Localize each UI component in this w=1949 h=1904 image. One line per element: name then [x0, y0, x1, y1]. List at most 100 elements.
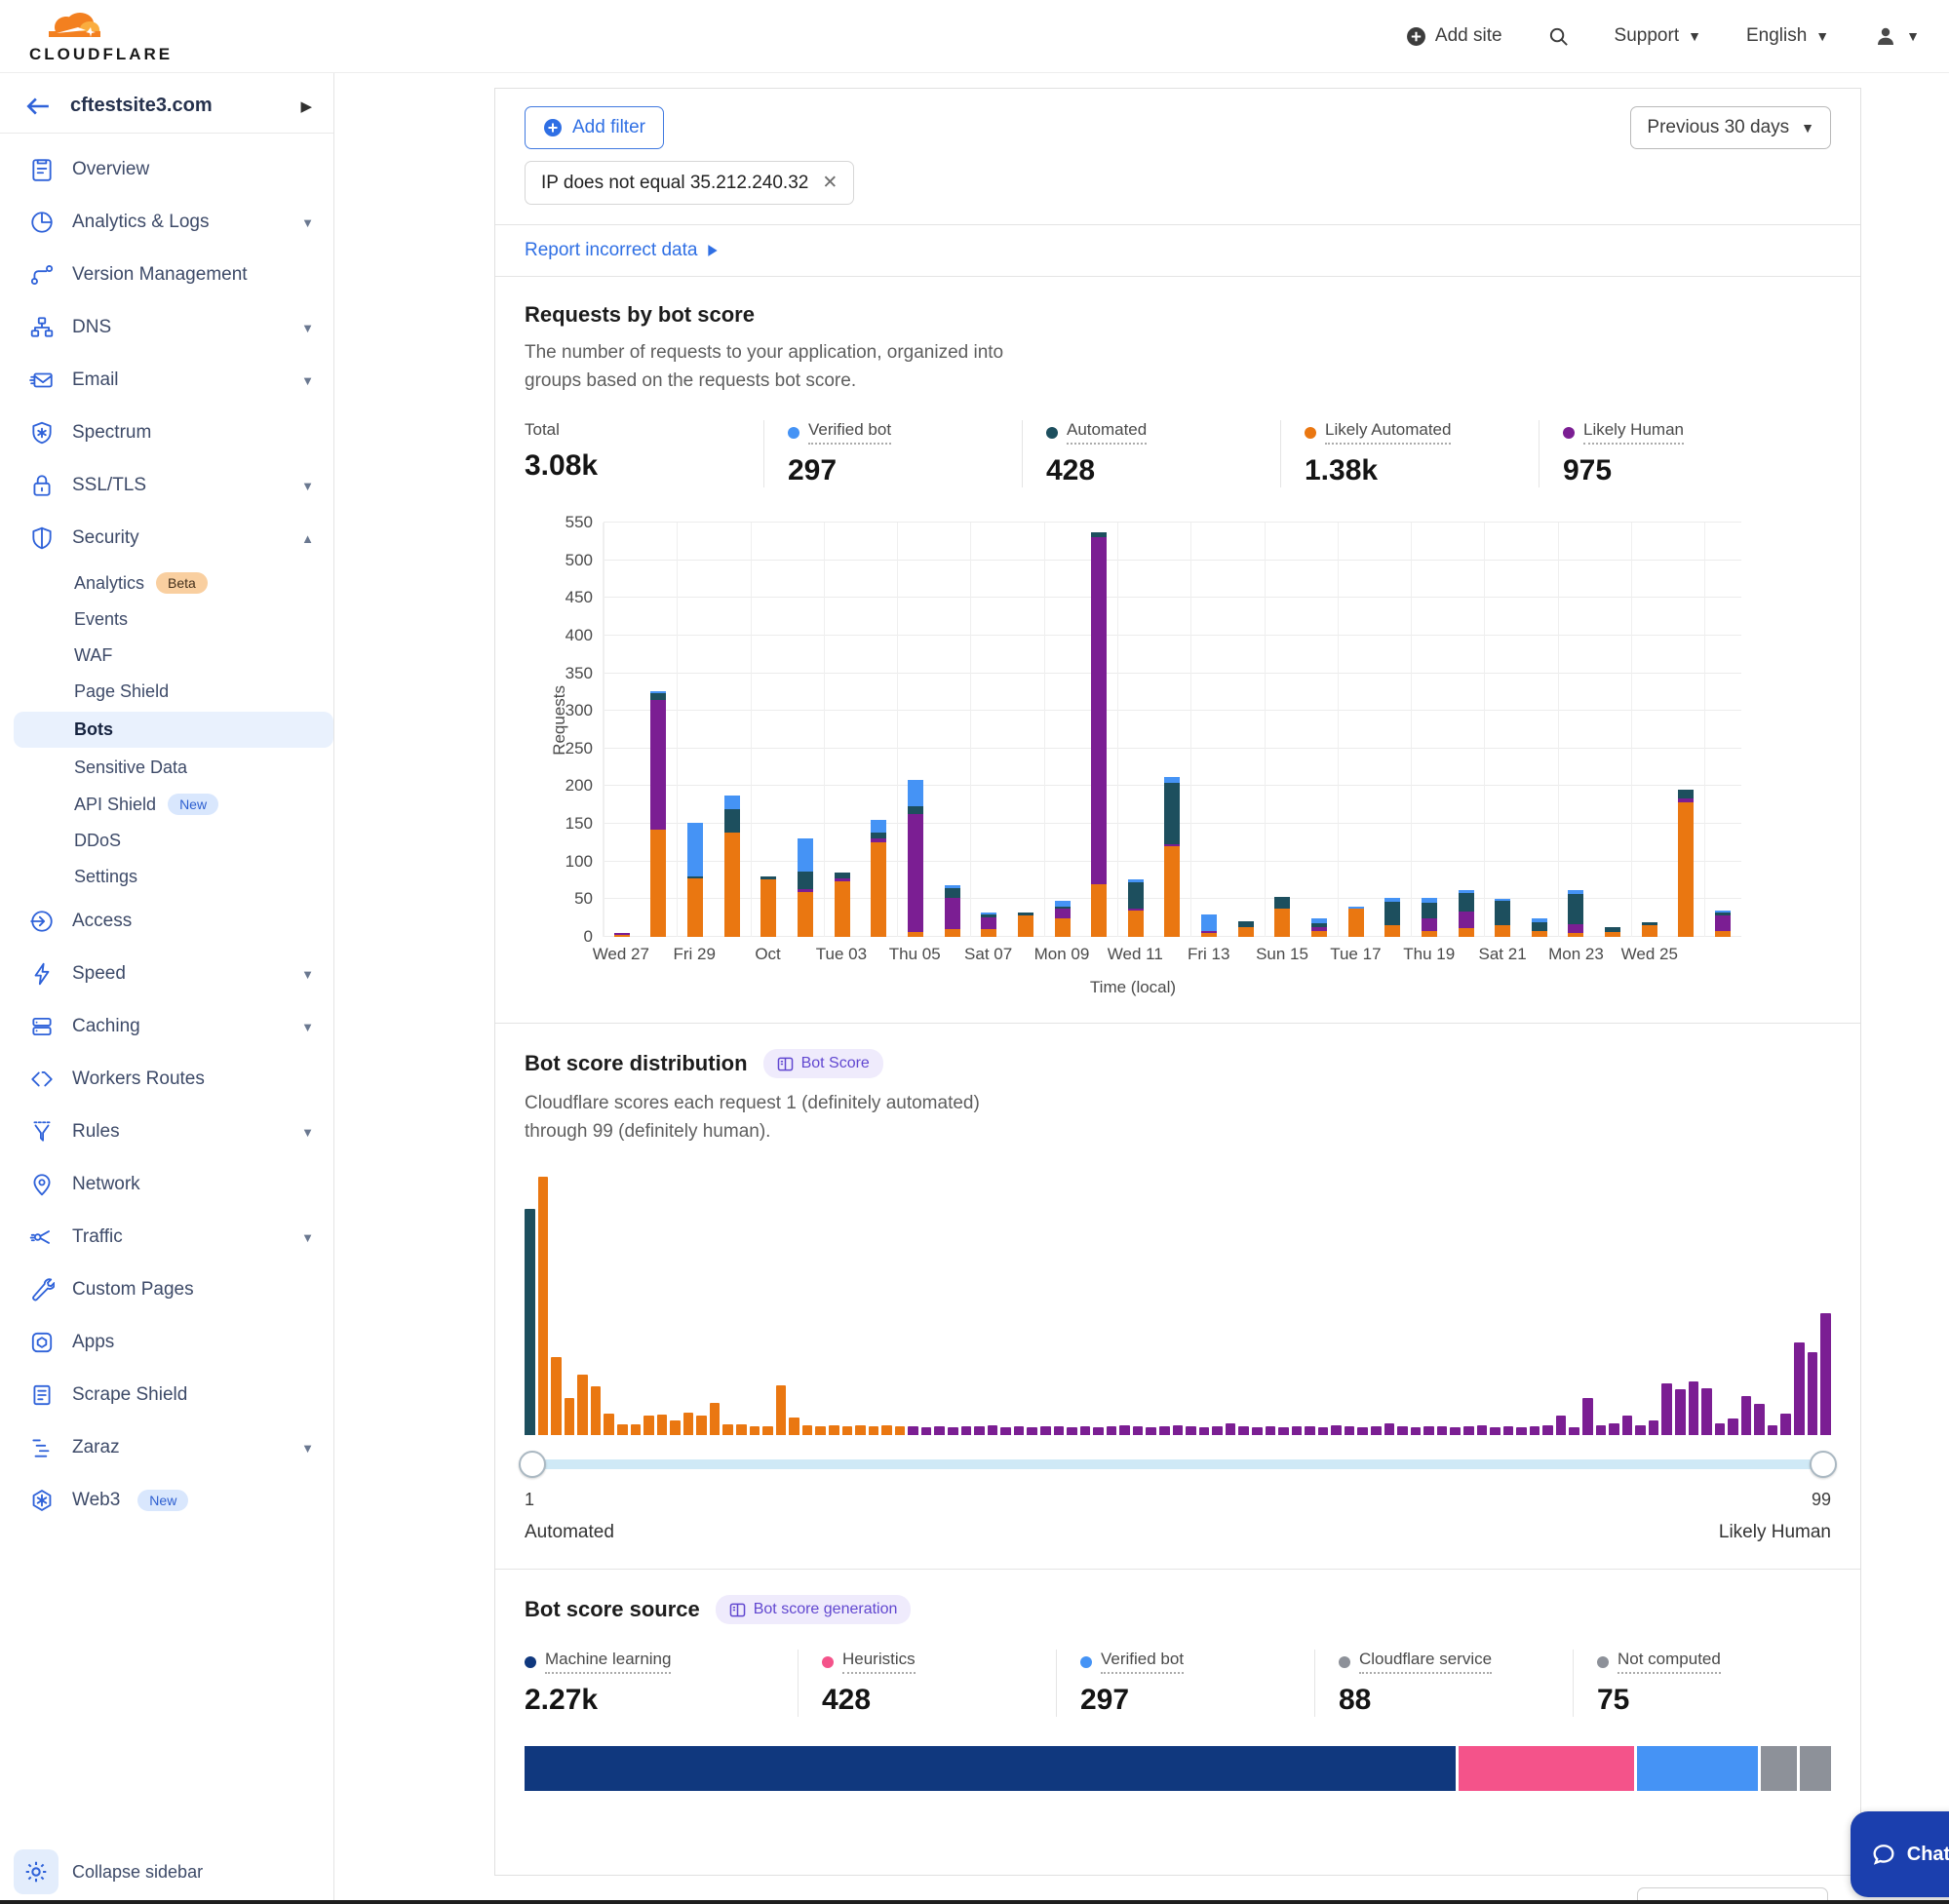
sidebar-item-security[interactable]: Security ▲ [0, 512, 333, 564]
stat-value: 428 [822, 1684, 872, 1716]
bot-score-badge[interactable]: Bot Score [762, 1049, 883, 1078]
sidebar-item-workers-routes[interactable]: Workers Routes [0, 1053, 333, 1106]
bar-segment [1164, 777, 1181, 784]
add-filter-button[interactable]: Add filter [525, 106, 664, 149]
stat-label[interactable]: Verified bot [808, 420, 892, 445]
bar-segment [1384, 897, 1401, 902]
date-range-dropdown[interactable]: Previous 30 days ▼ [1630, 106, 1831, 149]
stat-label[interactable]: Likely Automated [1325, 420, 1452, 445]
bar-segment [981, 912, 997, 914]
sidebar-subitem-bots[interactable]: Bots [14, 712, 333, 748]
bar-segment [1458, 911, 1474, 928]
sidebar-item-zaraz[interactable]: Zaraz ▼ [0, 1421, 333, 1474]
sidebar-item-label: Network [72, 1174, 140, 1194]
sidebar-subitem-ddos[interactable]: DDoS [0, 823, 333, 859]
search-button[interactable] [1547, 25, 1570, 48]
sidebar-subitem-page-shield[interactable]: Page Shield [0, 674, 333, 710]
sidebar-item-dns[interactable]: DNS ▼ [0, 301, 333, 354]
chevron-down-icon: ▼ [301, 320, 314, 335]
sidebar-item-network[interactable]: Network [0, 1158, 333, 1211]
site-name[interactable]: cftestsite3.com [70, 95, 213, 116]
chat-button[interactable]: Chat [1851, 1811, 1949, 1897]
stat-label[interactable]: Heuristics [842, 1650, 916, 1674]
stacked-bar-thu-28 [650, 691, 667, 937]
sidebar-item-scrape-shield[interactable]: Scrape Shield [0, 1369, 333, 1421]
bar-segment [907, 805, 923, 815]
bar-segment [1495, 900, 1511, 926]
sidebar-item-speed[interactable]: Speed ▼ [0, 948, 333, 1000]
sidebar-item-analytics-logs[interactable]: Analytics & Logs ▼ [0, 196, 333, 249]
bar-segment [1017, 914, 1033, 937]
histogram-bar-score-65 [1371, 1426, 1382, 1435]
y-tick-label: 150 [565, 814, 593, 834]
sidebar-item-traffic[interactable]: Traffic ▼ [0, 1211, 333, 1263]
back-arrow-icon[interactable] [25, 96, 51, 117]
slider-track[interactable] [525, 1459, 1831, 1469]
stacked-bar-sat-21 [1495, 898, 1511, 937]
chevron-up-icon: ▲ [301, 530, 314, 546]
sidebar-subitem-label: Settings [74, 867, 138, 886]
source-segment-cloudflare-service [1761, 1746, 1798, 1791]
histogram-bar-score-42 [1067, 1427, 1077, 1435]
stat-label[interactable]: Cloudflare service [1359, 1650, 1493, 1674]
chevron-right-icon[interactable]: ▶ [300, 97, 312, 115]
bar-segment [798, 871, 814, 889]
sidebar-item-overview[interactable]: Overview [0, 143, 333, 196]
sidebar-subitem-api-shield[interactable]: API Shield New [0, 786, 333, 823]
chevron-down-icon: ▼ [1906, 28, 1920, 44]
sidebar-subitem-analytics[interactable]: Analytics Beta [0, 564, 333, 602]
sidebar-item-email[interactable]: Email ▼ [0, 354, 333, 407]
bar-segment [907, 814, 923, 932]
y-tick-label: 250 [565, 738, 593, 758]
stat-value: 88 [1339, 1684, 1372, 1716]
report-incorrect-data-link[interactable]: Report incorrect data [525, 240, 719, 261]
language-menu[interactable]: English ▼ [1745, 25, 1830, 46]
sidebar-item-custom-pages[interactable]: Custom Pages [0, 1263, 333, 1316]
plus-circle-icon [544, 119, 562, 136]
stat-label[interactable]: Not computed [1618, 1650, 1721, 1674]
bot-score-generation-badge[interactable]: Bot score generation [715, 1595, 912, 1624]
histogram-bar-score-55 [1238, 1426, 1249, 1435]
quick-settings-button[interactable] [14, 1849, 58, 1894]
sidebar-subitem-events[interactable]: Events [0, 602, 333, 638]
stat-label[interactable]: Machine learning [545, 1650, 672, 1674]
bar-segment [1421, 897, 1437, 904]
stat-label[interactable]: Automated [1067, 420, 1148, 445]
sidebar-subitem-settings[interactable]: Settings [0, 859, 333, 895]
histogram-bar-score-88 [1674, 1389, 1686, 1435]
slider-handle-max[interactable] [1810, 1451, 1837, 1478]
sidebar-item-spectrum[interactable]: Spectrum [0, 407, 333, 459]
remove-filter-icon[interactable]: ✕ [822, 173, 838, 193]
add-site-button[interactable]: Add site [1406, 25, 1502, 47]
filter-chip[interactable]: IP does not equal 35.212.240.32 ✕ [525, 161, 855, 205]
histogram-bar-score-90 [1701, 1388, 1712, 1435]
sidebar-item-apps[interactable]: Apps [0, 1316, 333, 1369]
support-menu[interactable]: Support ▼ [1614, 25, 1701, 46]
slider-handle-min[interactable] [519, 1451, 546, 1478]
stacked-bar-tue-10 [1091, 532, 1108, 937]
bar-segment [1421, 903, 1437, 918]
sidebar-item-web3[interactable]: Web3 New [0, 1474, 333, 1527]
sidebar-item-version-management[interactable]: Version Management [0, 249, 333, 301]
sidebar-item-access[interactable]: Access [0, 895, 333, 948]
topbar: CLOUDFLARE Add site Support ▼ English ▼ [0, 0, 1949, 73]
histogram-bar-score-49 [1159, 1426, 1170, 1435]
sidebar-subitem-sensitive-data[interactable]: Sensitive Data [0, 750, 333, 786]
bar-segment [1421, 930, 1437, 937]
account-menu[interactable]: ▼ [1874, 24, 1920, 48]
cloudflare-logo[interactable]: CLOUDFLARE [29, 10, 173, 62]
sidebar-item-ssl-tls[interactable]: SSL/TLS ▼ [0, 459, 333, 512]
histogram-bar-score-47 [1132, 1426, 1144, 1435]
stat-label[interactable]: Verified bot [1101, 1650, 1185, 1674]
bar-segment [1678, 802, 1695, 937]
sidebar-item-label: Version Management [72, 264, 248, 285]
histogram-bar-score-31 [920, 1427, 932, 1435]
collapse-sidebar-button[interactable]: Collapse sidebar [72, 1861, 204, 1882]
histogram-bar-score-18 [749, 1426, 760, 1435]
stat-not-computed: Not computed 75 [1573, 1650, 1831, 1717]
bar-segment [1384, 901, 1401, 926]
stat-label[interactable]: Likely Human [1583, 420, 1684, 445]
sidebar-item-rules[interactable]: Rules ▼ [0, 1106, 333, 1158]
sidebar-subitem-waf[interactable]: WAF [0, 638, 333, 674]
sidebar-item-caching[interactable]: Caching ▼ [0, 1000, 333, 1053]
